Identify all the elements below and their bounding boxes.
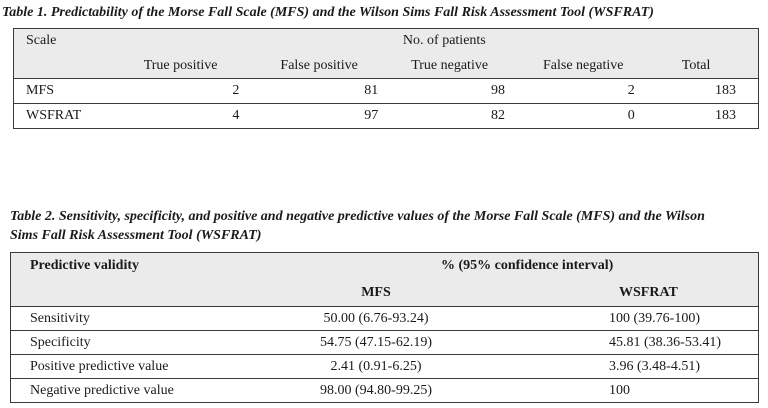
table2-mfs-cell: 50.00 (6.76-93.24) [323,310,429,326]
table1-col-header: Total [681,57,711,73]
table1-cell: 97 [364,108,379,123]
table1-header-row-2: True positive False positive True negati… [13,53,759,79]
table1-cell: 183 [715,108,736,123]
table2-header-row-1: Predictive validity % (95% confidence in… [10,252,759,280]
table-row: Negative predictive value 98.00 (94.80-9… [11,379,759,403]
table2-row-label: Positive predictive value [30,358,169,374]
table2-caption-line-1: Table 2. Sensitivity, specificity, and p… [10,209,705,224]
table1-col-header: True negative [411,57,489,73]
table2-mfs-cell: 54.75 (47.15-62.19) [320,334,432,350]
table2-caption-line-2: Sims Fall Risk Assessment Tool (WSFRAT) [10,228,262,243]
table1-col-header: False negative [542,57,624,73]
table2-mfs-cell: 98.00 (94.80-99.25) [320,382,432,398]
table2: Predictive validity % (95% confidence in… [10,252,759,403]
table1-header-scale: Scale [26,33,57,49]
table1-cell: 2 [627,83,635,98]
table2-header-row-2: MFS WSFRAT [10,279,759,307]
table1-scale-cell: MFS [26,83,55,98]
table1-header-group: No. of patients [402,33,486,49]
table2-header-group: % (95% confidence interval) [441,258,614,274]
table-row: MFS 2 81 98 2 183 [13,79,759,104]
table-row: Sensitivity 50.00 (6.76-93.24) 100 (39.7… [10,307,759,331]
table2-mfs-cell: 2.41 (0.91-6.25) [330,358,422,374]
table-row: WSFRAT 4 97 82 0 183 [14,104,759,129]
table2-caption: Table 2. Sensitivity, specificity, and p… [10,207,705,245]
table2-header-empty [11,280,257,307]
table2-row-label: Sensitivity [30,310,90,326]
table1-cell: 82 [490,108,505,123]
table-row: Positive predictive value 2.41 (0.91-6.2… [10,355,759,379]
table2-row-label: Negative predictive value [30,382,174,398]
table1-cell: 2 [232,83,240,98]
table1-scale-cell: WSFRAT [26,108,82,123]
table2-wsfrat-cell: 100 [609,382,630,398]
table2-col-mfs: MFS [361,284,391,300]
table2-wsfrat-cell: 100 (39.76-100) [609,310,700,326]
table2-wsfrat-cell: 45.81 (38.36-53.41) [609,334,721,350]
table2-header-label: Predictive validity [30,258,139,274]
table1-col-header: False positive [280,57,358,73]
table1-cell: 98 [490,83,505,98]
table1: Scale No. of patients True positive Fals… [13,28,759,129]
table2-row-label: Specificity [30,334,91,350]
table2-col-wsfrat: WSFRAT [619,284,678,300]
table1-col-header: True positive [143,57,218,73]
table-row: Specificity 54.75 (47.15-62.19) 45.81 (3… [10,331,759,355]
table1-cell: 4 [232,108,240,123]
table1-cell: 183 [715,83,736,98]
table1-header-empty [14,54,131,79]
table2-wsfrat-cell: 3.96 (3.48-4.51) [609,358,700,374]
table1-caption: Table 1. Predictability of the Morse Fal… [2,5,654,20]
table1-header-row-1: Scale No. of patients [13,28,759,54]
table1-cell: 0 [627,108,635,123]
table1-cell: 81 [364,83,379,98]
